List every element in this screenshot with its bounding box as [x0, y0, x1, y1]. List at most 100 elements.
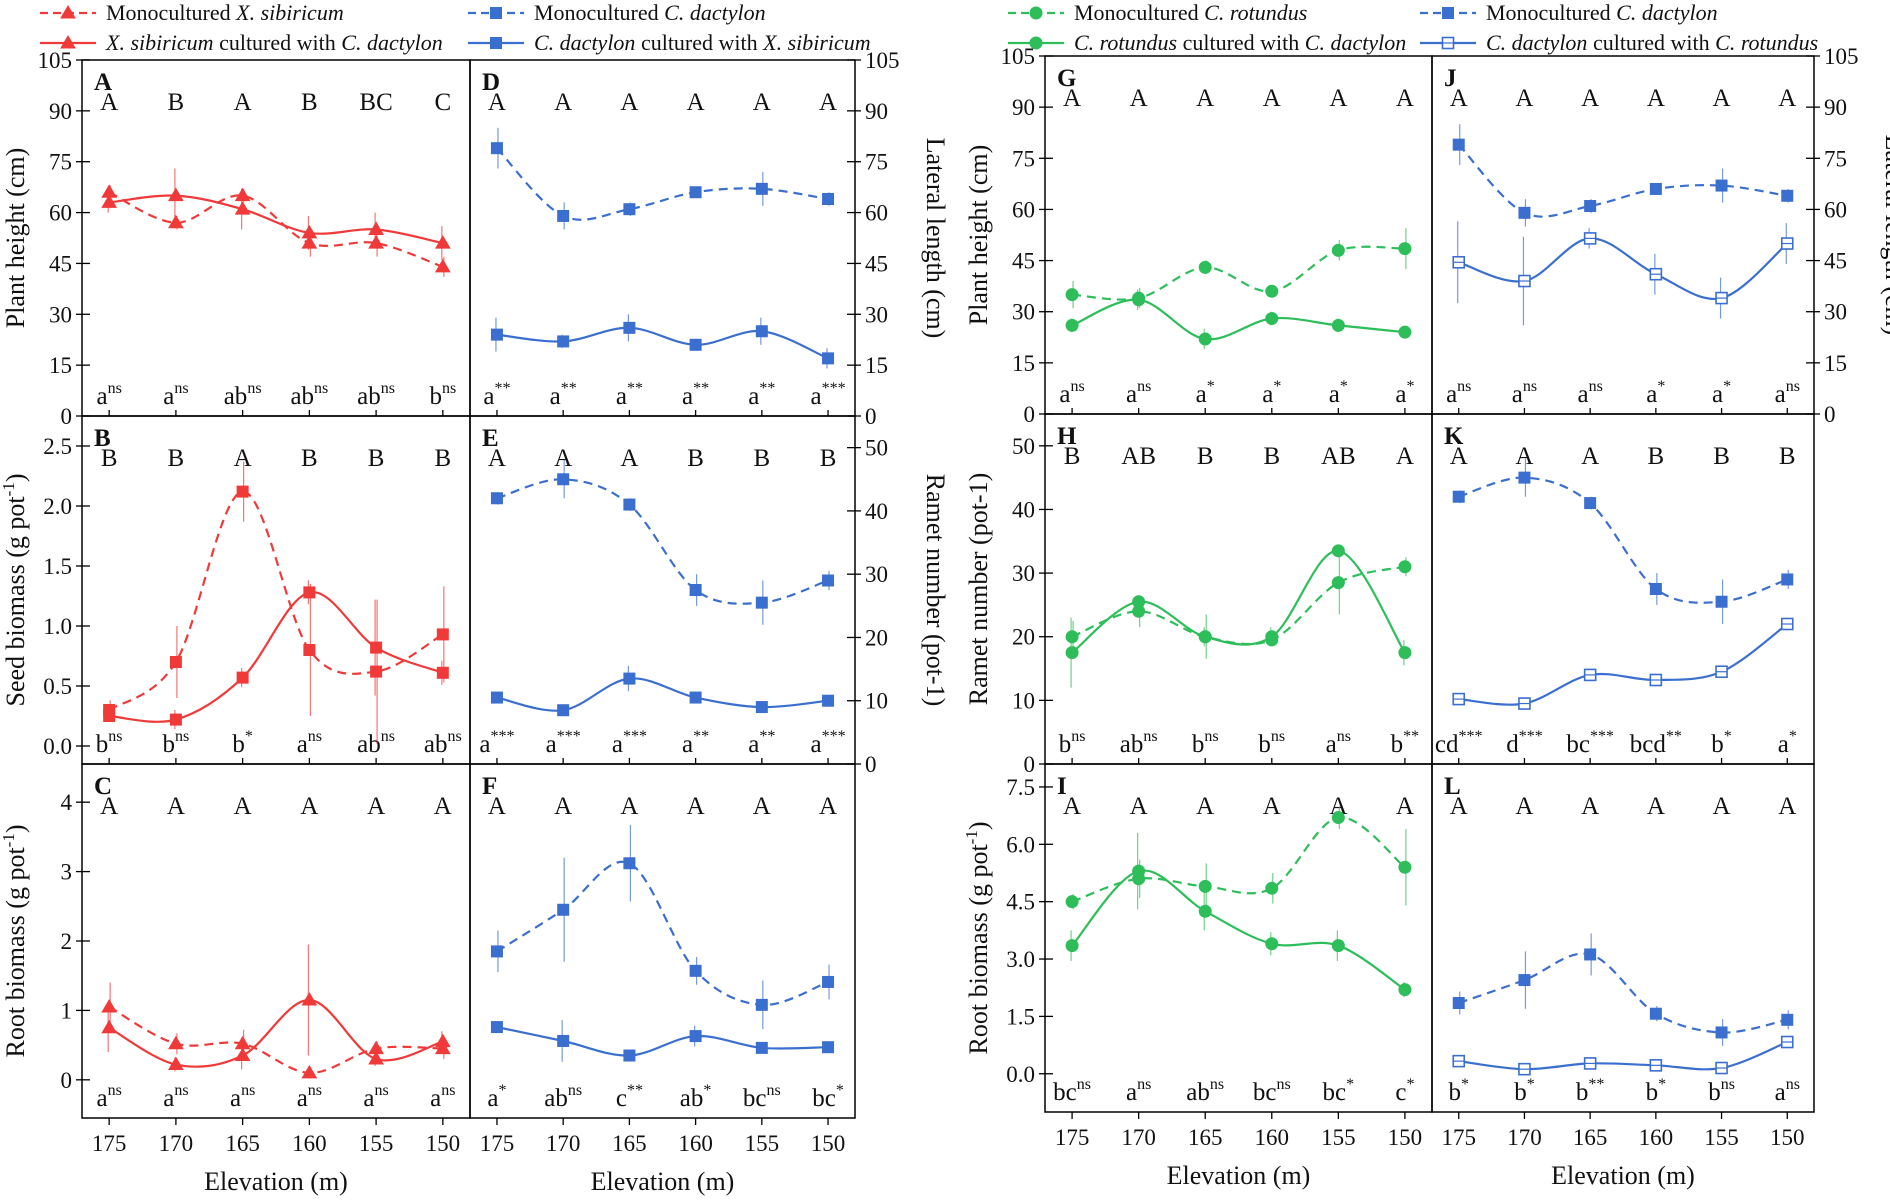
data-point	[301, 224, 318, 239]
legend-marker	[1442, 7, 1454, 19]
series-line	[1458, 237, 1789, 301]
series-line	[1071, 298, 1406, 341]
data-point	[1331, 811, 1345, 825]
panel-label: H	[1057, 423, 1077, 450]
data-point	[557, 704, 570, 717]
y-tick-label: 3	[61, 860, 73, 885]
top-letter: B	[101, 445, 118, 472]
bottom-letter: a***	[479, 728, 514, 758]
bottom-letter: ans	[1326, 728, 1351, 758]
bottom-letter: b*	[1711, 728, 1732, 758]
top-letter: A	[1196, 793, 1214, 820]
x-tick-label: 165	[1573, 1125, 1608, 1150]
data-point	[1649, 583, 1662, 595]
data-point	[490, 691, 503, 704]
series-line	[108, 191, 444, 268]
top-letter: B	[1713, 443, 1730, 470]
y-tick-label: 90	[865, 99, 888, 124]
y-tick-label: 2	[61, 929, 73, 954]
panel-frame	[81, 763, 471, 1119]
y-tick-label: 15	[1012, 351, 1035, 376]
bottom-letter: ans	[297, 728, 322, 758]
panel-label: I	[1057, 773, 1067, 800]
panel-label: J	[1444, 65, 1457, 92]
y-tick-label: 10	[865, 689, 888, 714]
data-point	[1452, 997, 1465, 1010]
bottom-letter: a*	[1778, 728, 1797, 758]
bottom-letter: a**	[682, 728, 709, 758]
top-letter: A	[753, 793, 771, 820]
bottom-letter: bns	[1708, 1076, 1735, 1106]
y-tick-label: 30	[865, 562, 888, 587]
top-letter: AB	[1321, 443, 1356, 470]
series-mixed	[1065, 544, 1412, 688]
x-tick-label: 150	[811, 1131, 846, 1156]
data-point	[623, 857, 636, 870]
bottom-letter: bc*	[812, 1082, 844, 1112]
top-letter: A	[100, 793, 118, 820]
top-letter: A	[1778, 793, 1796, 820]
y-tick-label: 45	[1012, 249, 1035, 274]
panel-D: D 0 15 30 45 60 75 90 105 Lateral length (cm) A A A A…	[469, 48, 950, 429]
bottom-letter: abns	[1120, 728, 1158, 758]
bottom-letter: abns	[544, 1082, 582, 1112]
panel-label: E	[482, 425, 499, 452]
bottom-letter: a***	[612, 728, 647, 758]
top-letter: A	[1396, 443, 1414, 470]
x-axis-label: Elevation (m)	[1167, 1161, 1311, 1190]
y-tick-label: 105	[1001, 44, 1036, 69]
legend-mono-cdactylon: Monocultured C. dactylon	[468, 0, 766, 25]
top-letter: A	[753, 89, 771, 116]
x-tick-label: 165	[1188, 1125, 1223, 1150]
data-point	[301, 1064, 318, 1079]
y-tick-label: 30	[49, 302, 72, 327]
panel-I: I 0.0 1.5 3.0 4.5 6.0 7.5 Root biomass (g pot-1…	[962, 763, 1433, 1113]
series-line	[108, 1005, 443, 1075]
top-letter: A	[1647, 793, 1665, 820]
y-tick-label: 105	[38, 48, 73, 73]
series-mono	[490, 460, 835, 625]
data-point	[434, 1040, 451, 1055]
bottom-letter: abns	[1186, 1076, 1224, 1106]
y-axis-label: Root biomass (g pot-1)	[0, 824, 30, 1057]
data-point	[822, 1041, 835, 1054]
data-point	[1331, 576, 1345, 590]
bottom-letter: a***	[546, 728, 581, 758]
data-point	[557, 209, 570, 222]
bottom-letter: d***	[1506, 728, 1543, 758]
y-tick-label: 75	[1824, 146, 1847, 171]
x-tick-label: 170	[1507, 1125, 1542, 1150]
top-letter: B	[753, 445, 770, 472]
y-tick-label: 0	[1024, 402, 1036, 427]
y-tick-label: 4	[61, 790, 73, 815]
data-point	[490, 142, 503, 155]
data-point	[1715, 595, 1728, 608]
data-point	[1398, 560, 1412, 574]
series-line	[496, 860, 829, 1007]
top-letter: A	[488, 793, 506, 820]
data-point	[1331, 939, 1345, 953]
y-tick-label: 2.5	[43, 434, 72, 459]
bottom-letter: ab*	[680, 1082, 712, 1112]
top-letter: A	[554, 793, 572, 820]
bottom-letter: c**	[616, 1082, 643, 1112]
y-tick-label: 3.0	[1006, 947, 1035, 972]
x-tick-label: 170	[159, 1131, 194, 1156]
bottom-letter: a*	[487, 1082, 506, 1112]
series-mono	[1452, 458, 1794, 624]
y-axis-label: Seed biomass (g pot-1)	[0, 474, 30, 707]
bottom-letter: ans	[230, 1082, 255, 1112]
top-letter: A	[300, 793, 318, 820]
y-tick-label: 10	[1012, 688, 1035, 713]
bottom-letter: ans	[163, 1082, 188, 1112]
y-tick-label: 75	[1012, 146, 1035, 171]
data-point	[368, 1051, 384, 1065]
y-tick-label: 105	[1824, 44, 1859, 69]
data-point	[623, 203, 636, 216]
bottom-letter: ans	[1126, 1076, 1151, 1106]
y-tick-label: 50	[865, 436, 888, 461]
bottom-letter: bcd**	[1630, 728, 1682, 758]
bottom-letter: bns	[1258, 728, 1285, 758]
data-point	[1781, 1013, 1794, 1026]
series-mixed	[1452, 617, 1794, 710]
